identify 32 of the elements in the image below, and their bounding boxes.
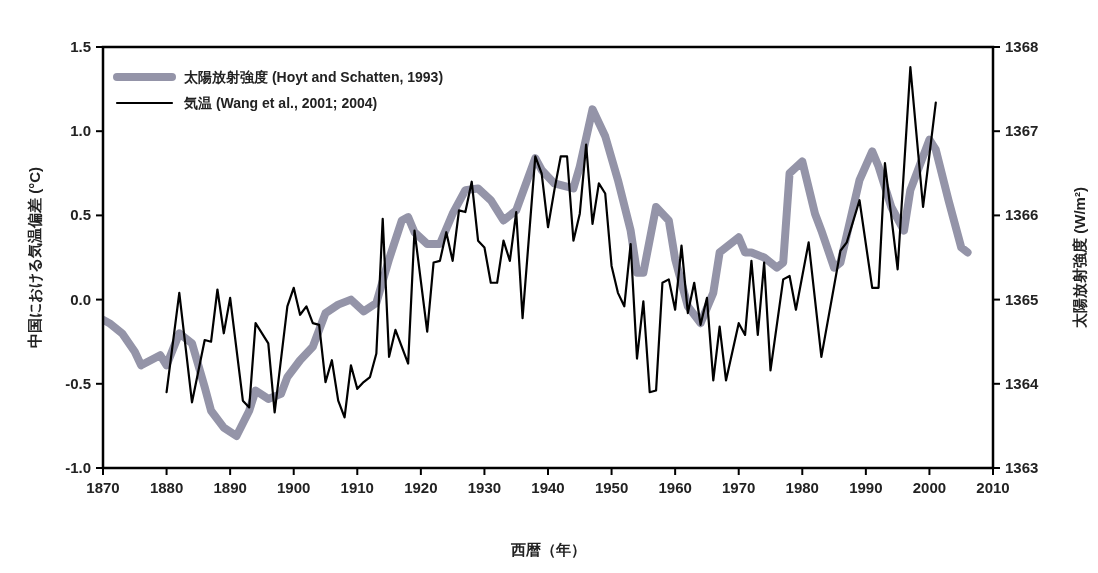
y2-tick-label: 1367 <box>1005 122 1039 140</box>
x-tick-label: 1930 <box>467 479 502 496</box>
x-tick-label: 1880 <box>149 479 184 496</box>
y-tick-label: 1.5 <box>70 38 91 55</box>
x-tick-label: 1950 <box>594 479 629 496</box>
y2-tick-label: 1368 <box>1005 38 1039 55</box>
x-tick-label: 2000 <box>912 479 947 496</box>
x-tick-label: 2010 <box>976 479 1010 496</box>
y-tick-label: -0.5 <box>65 374 91 392</box>
y2-tick-label: 1365 <box>1005 290 1039 308</box>
x-tick-label: 1990 <box>849 479 883 496</box>
y-tick-label: 0.5 <box>70 206 91 224</box>
y-tick-label: -1.0 <box>65 459 91 476</box>
x-tick-label: 1960 <box>658 479 692 496</box>
x-tick-label: 1920 <box>404 479 438 496</box>
x-tick-label: 1980 <box>785 479 819 496</box>
x-tick-label: 1910 <box>340 479 374 496</box>
y-tick-label: 1.0 <box>70 122 91 140</box>
x-axis-title: 西暦（年） <box>509 541 586 558</box>
x-tick-label: 1890 <box>213 479 247 496</box>
x-tick-label: 1940 <box>531 479 565 496</box>
y2-tick-label: 1363 <box>1005 459 1039 476</box>
y2-tick-label: 1364 <box>1005 374 1040 392</box>
x-tick-label: 1900 <box>277 479 311 496</box>
y-tick-label: 0.0 <box>70 290 91 308</box>
legend-label: 太陽放射強度 (Hoyt and Schatten, 1993) <box>183 69 444 85</box>
y-axis-title: 中国における気温偏差 (°C) <box>26 167 44 348</box>
x-tick-label: 1970 <box>722 479 756 496</box>
y2-tick-label: 1366 <box>1005 206 1039 224</box>
y2-axis-title: 太陽放射強度 (W/m²) <box>1071 187 1088 329</box>
legend-label: 気温 (Wang et al., 2001; 2004) <box>183 95 378 111</box>
x-tick-label: 1870 <box>86 479 120 496</box>
